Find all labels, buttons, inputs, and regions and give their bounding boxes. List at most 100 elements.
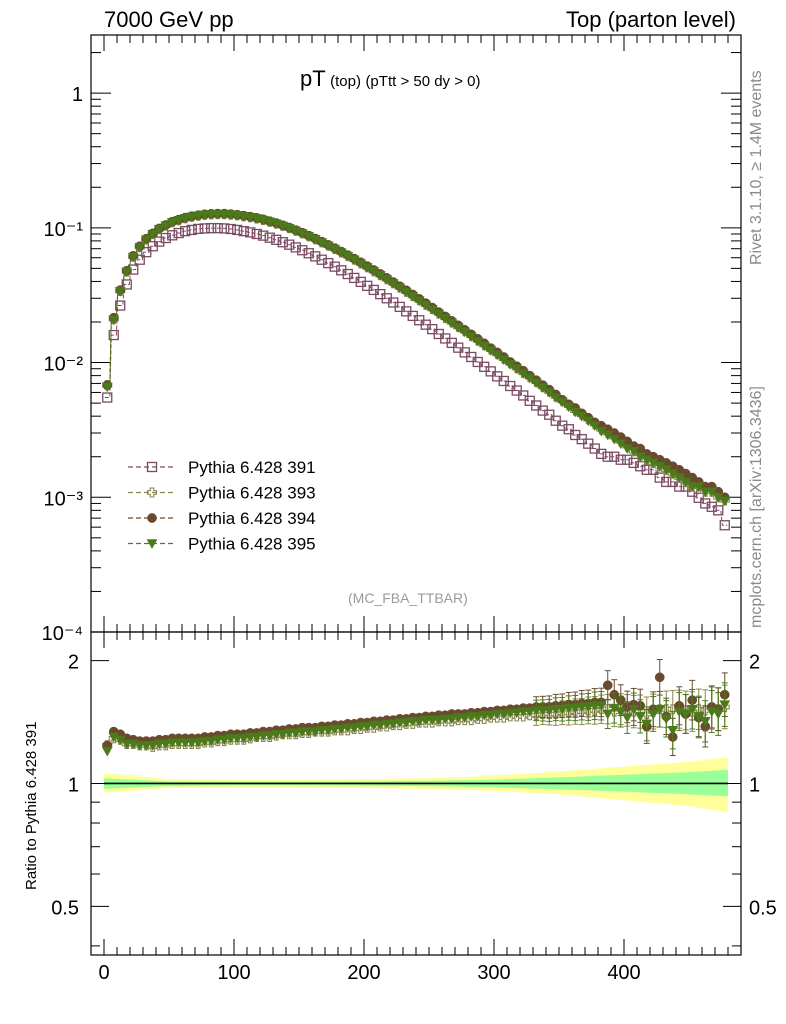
main-point bbox=[199, 223, 210, 234]
main-point bbox=[518, 390, 529, 401]
ratio-point bbox=[647, 709, 659, 720]
ratio-y-tick-label: 2 bbox=[68, 652, 79, 674]
x-tick-label: 100 bbox=[217, 962, 250, 984]
main-point bbox=[153, 224, 165, 235]
main-y-tick-label: 10⁻¹ bbox=[44, 219, 84, 241]
ratio-point bbox=[712, 709, 724, 720]
ratio-point bbox=[101, 746, 113, 757]
main-point bbox=[719, 520, 730, 531]
main-point bbox=[245, 227, 256, 238]
main-point bbox=[186, 224, 197, 236]
main-point bbox=[693, 482, 705, 493]
ratio-point bbox=[277, 730, 289, 740]
ratio-point bbox=[433, 715, 445, 726]
legend-entry: Pythia 6.428 395 bbox=[128, 535, 316, 554]
x-tick-label: 0 bbox=[98, 962, 109, 984]
ratio-point bbox=[446, 714, 458, 725]
main-y-tick-label: 1 bbox=[72, 84, 83, 106]
main-y-tick-label: 10⁻³ bbox=[44, 488, 84, 510]
ratio-point bbox=[290, 728, 302, 739]
main-point bbox=[290, 242, 301, 253]
main-point bbox=[199, 210, 211, 221]
main-point bbox=[530, 378, 542, 389]
ratio-point bbox=[472, 712, 484, 722]
ratio-point bbox=[719, 700, 731, 711]
main-point bbox=[102, 392, 113, 403]
main-point bbox=[303, 248, 314, 259]
ratio-point bbox=[654, 672, 665, 683]
legend-entry: Pythia 6.428 393 bbox=[128, 484, 316, 503]
main-point bbox=[173, 216, 185, 226]
main-point bbox=[264, 232, 275, 243]
main-point bbox=[141, 246, 152, 258]
main-point bbox=[563, 402, 575, 413]
main-point bbox=[297, 245, 308, 256]
main-point bbox=[225, 223, 236, 235]
main-point bbox=[251, 228, 262, 240]
ratio-point bbox=[459, 713, 471, 724]
main-point bbox=[641, 464, 652, 475]
main-point bbox=[719, 496, 731, 507]
main-point bbox=[582, 416, 594, 427]
ratio-point bbox=[335, 724, 347, 735]
ratio-point bbox=[543, 706, 555, 716]
plot-title-sub1: (top) bbox=[330, 73, 361, 90]
ratio-point bbox=[524, 707, 536, 718]
main-point bbox=[329, 261, 340, 272]
main-point bbox=[166, 218, 178, 228]
main-point bbox=[101, 382, 113, 393]
ratio-point bbox=[160, 739, 172, 750]
main-point bbox=[108, 329, 119, 341]
main-point bbox=[706, 501, 717, 512]
main-point bbox=[238, 225, 249, 237]
legend-entry: Pythia 6.428 391 bbox=[128, 458, 316, 477]
ratio-point bbox=[699, 717, 711, 727]
x-tick-label: 400 bbox=[607, 962, 640, 984]
main-point bbox=[140, 235, 152, 246]
main-point bbox=[167, 230, 178, 241]
legend-marker bbox=[147, 513, 157, 523]
main-point bbox=[193, 223, 204, 235]
main-y-tick-label: 10⁻² bbox=[44, 354, 84, 376]
main-y-tick-label: 10⁻⁴ bbox=[42, 623, 83, 645]
ratio-point bbox=[634, 712, 646, 722]
main-point bbox=[316, 254, 327, 265]
main-point bbox=[628, 446, 640, 457]
ratio-y-tick-label: 1 bbox=[68, 774, 79, 796]
main-series-line bbox=[104, 227, 728, 526]
ratio-point bbox=[251, 732, 263, 743]
main-point bbox=[557, 420, 568, 431]
main-point bbox=[491, 350, 503, 361]
main-point bbox=[115, 300, 126, 311]
main-point bbox=[232, 224, 243, 236]
ratio-point bbox=[654, 704, 666, 715]
ratio-point bbox=[680, 709, 692, 720]
ratio-point bbox=[205, 736, 217, 747]
ratio-point bbox=[485, 710, 497, 721]
main-series-3 bbox=[101, 209, 731, 507]
main-point bbox=[114, 287, 126, 297]
ratio-point bbox=[264, 731, 276, 742]
ratio-y-tick-label: 0.5 bbox=[51, 897, 79, 919]
legend-entry: Pythia 6.428 394 bbox=[128, 509, 316, 528]
ratio-point bbox=[238, 734, 250, 744]
ratio-point bbox=[621, 713, 633, 724]
ratio-point bbox=[641, 719, 653, 730]
legend-label: Pythia 6.428 391 bbox=[188, 458, 316, 477]
ratio-point bbox=[348, 723, 360, 734]
ratio-point bbox=[556, 704, 568, 715]
ratio-point bbox=[511, 708, 523, 719]
ratio-point bbox=[686, 704, 698, 715]
main-point bbox=[212, 222, 223, 234]
ratio-point bbox=[413, 717, 425, 727]
main-point bbox=[284, 239, 295, 250]
ratio-point bbox=[582, 702, 594, 713]
main-point bbox=[622, 454, 633, 465]
ratio-y-tick-label-right: 2 bbox=[749, 652, 760, 674]
main-point bbox=[186, 212, 198, 223]
main-point bbox=[615, 454, 626, 465]
ratio-point bbox=[192, 738, 204, 749]
main-point bbox=[628, 457, 639, 469]
main-point bbox=[563, 424, 574, 435]
main-point bbox=[336, 265, 347, 276]
